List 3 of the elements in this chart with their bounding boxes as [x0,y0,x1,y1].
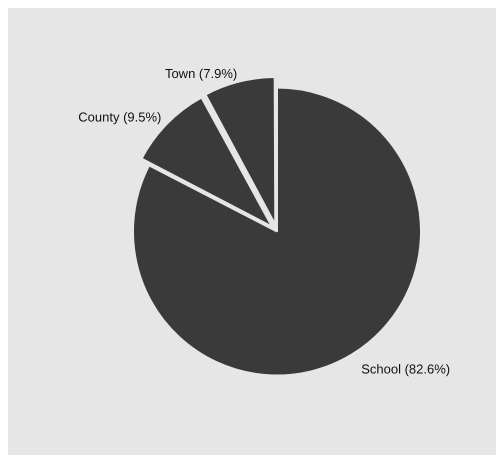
slice-label: School (82.6%) [361,361,450,376]
slice-label: County (9.5%) [78,110,162,125]
slice-label: Town (7.9%) [164,66,238,82]
